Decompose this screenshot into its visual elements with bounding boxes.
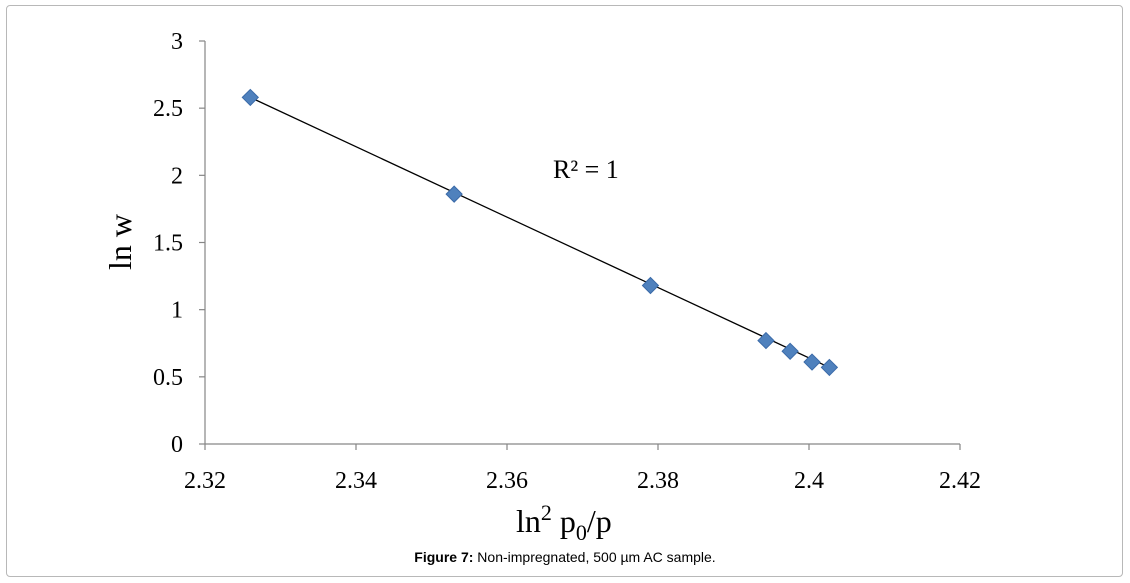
y-tick-label: 2 (171, 163, 183, 189)
x-axis-title-tail: /p (587, 503, 612, 539)
data-point (241, 88, 260, 107)
x-axis-title-p: p (560, 503, 576, 539)
x-tick-label: 2.32 (184, 468, 226, 494)
x-tick-label: 2.34 (335, 468, 377, 494)
caption-label: Figure 7: (414, 549, 474, 565)
figure-caption: Figure 7: Non-impregnated, 500 µm AC sam… (0, 549, 1130, 565)
x-axis-title: ln2 p0/p (516, 500, 612, 545)
data-point (820, 358, 839, 377)
y-tick-labels: 0 0.5 1 1.5 2 2.5 3 (153, 29, 183, 458)
x-tick-label: 2.38 (637, 468, 679, 494)
y-tick-label: 1 (171, 298, 183, 324)
data-points (241, 88, 839, 377)
data-point (757, 331, 775, 350)
figure-frame (6, 5, 1123, 577)
y-tick-label: 0 (171, 432, 183, 458)
data-point (781, 342, 799, 361)
chart-axes (199, 40, 961, 450)
x-tick-label: 2.42 (939, 468, 981, 494)
trendline (250, 96, 830, 369)
x-axis-title-subscript: 0 (576, 520, 587, 545)
data-point (641, 276, 660, 295)
data-point (445, 185, 463, 203)
y-tick-label: 2.5 (153, 96, 183, 122)
x-tick-label: 2.36 (486, 468, 528, 494)
x-axis-title-superscript: 2 (541, 500, 552, 525)
caption-text: Non-impregnated, 500 µm AC sample. (473, 549, 716, 565)
r-squared-annotation: R² = 1 (553, 155, 619, 184)
scatter-chart: 0 0.5 1 1.5 2 2.5 3 2.32 2.34 2.36 2.38 2.4 2.42 R²… (102, 29, 981, 545)
y-tick-label: 1.5 (153, 231, 183, 257)
y-tick-label: 0.5 (153, 365, 183, 391)
y-tick-label: 3 (171, 29, 183, 55)
data-point (803, 353, 821, 371)
x-tick-label: 2.4 (794, 468, 824, 494)
x-tick-labels: 2.32 2.34 2.36 2.38 2.4 2.42 (184, 468, 981, 494)
y-axis-title: ln w (102, 214, 138, 270)
x-axis-title-base: ln (516, 503, 541, 539)
